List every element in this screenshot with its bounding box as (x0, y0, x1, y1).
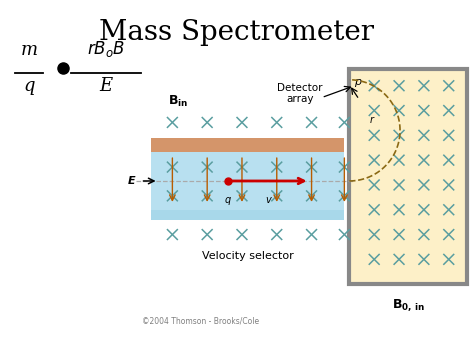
Text: $\mathbf{B_{0,\,in}}$: $\mathbf{B_{0,\,in}}$ (392, 297, 424, 313)
Bar (151, 138, 345, 152)
Bar (349, 69, 466, 284)
Text: $rB_oB$: $rB_oB$ (87, 39, 125, 59)
Text: E: E (128, 176, 136, 186)
Text: v: v (265, 195, 271, 205)
Bar (151, 152, 345, 210)
Text: ©2004 Thomson - Brooks/Cole: ©2004 Thomson - Brooks/Cole (142, 317, 259, 326)
Bar (151, 210, 345, 220)
Text: Velocity selector: Velocity selector (202, 251, 294, 261)
Text: r: r (369, 115, 373, 125)
Text: E: E (99, 77, 112, 95)
Text: Mass Spectrometer: Mass Spectrometer (100, 19, 374, 46)
Text: q: q (225, 195, 231, 205)
Text: q: q (24, 77, 35, 95)
Text: Detector
array: Detector array (277, 83, 322, 104)
Text: p: p (354, 77, 362, 87)
Text: $\mathbf{B_{in}}$: $\mathbf{B_{in}}$ (168, 93, 189, 109)
Text: m: m (21, 41, 38, 59)
